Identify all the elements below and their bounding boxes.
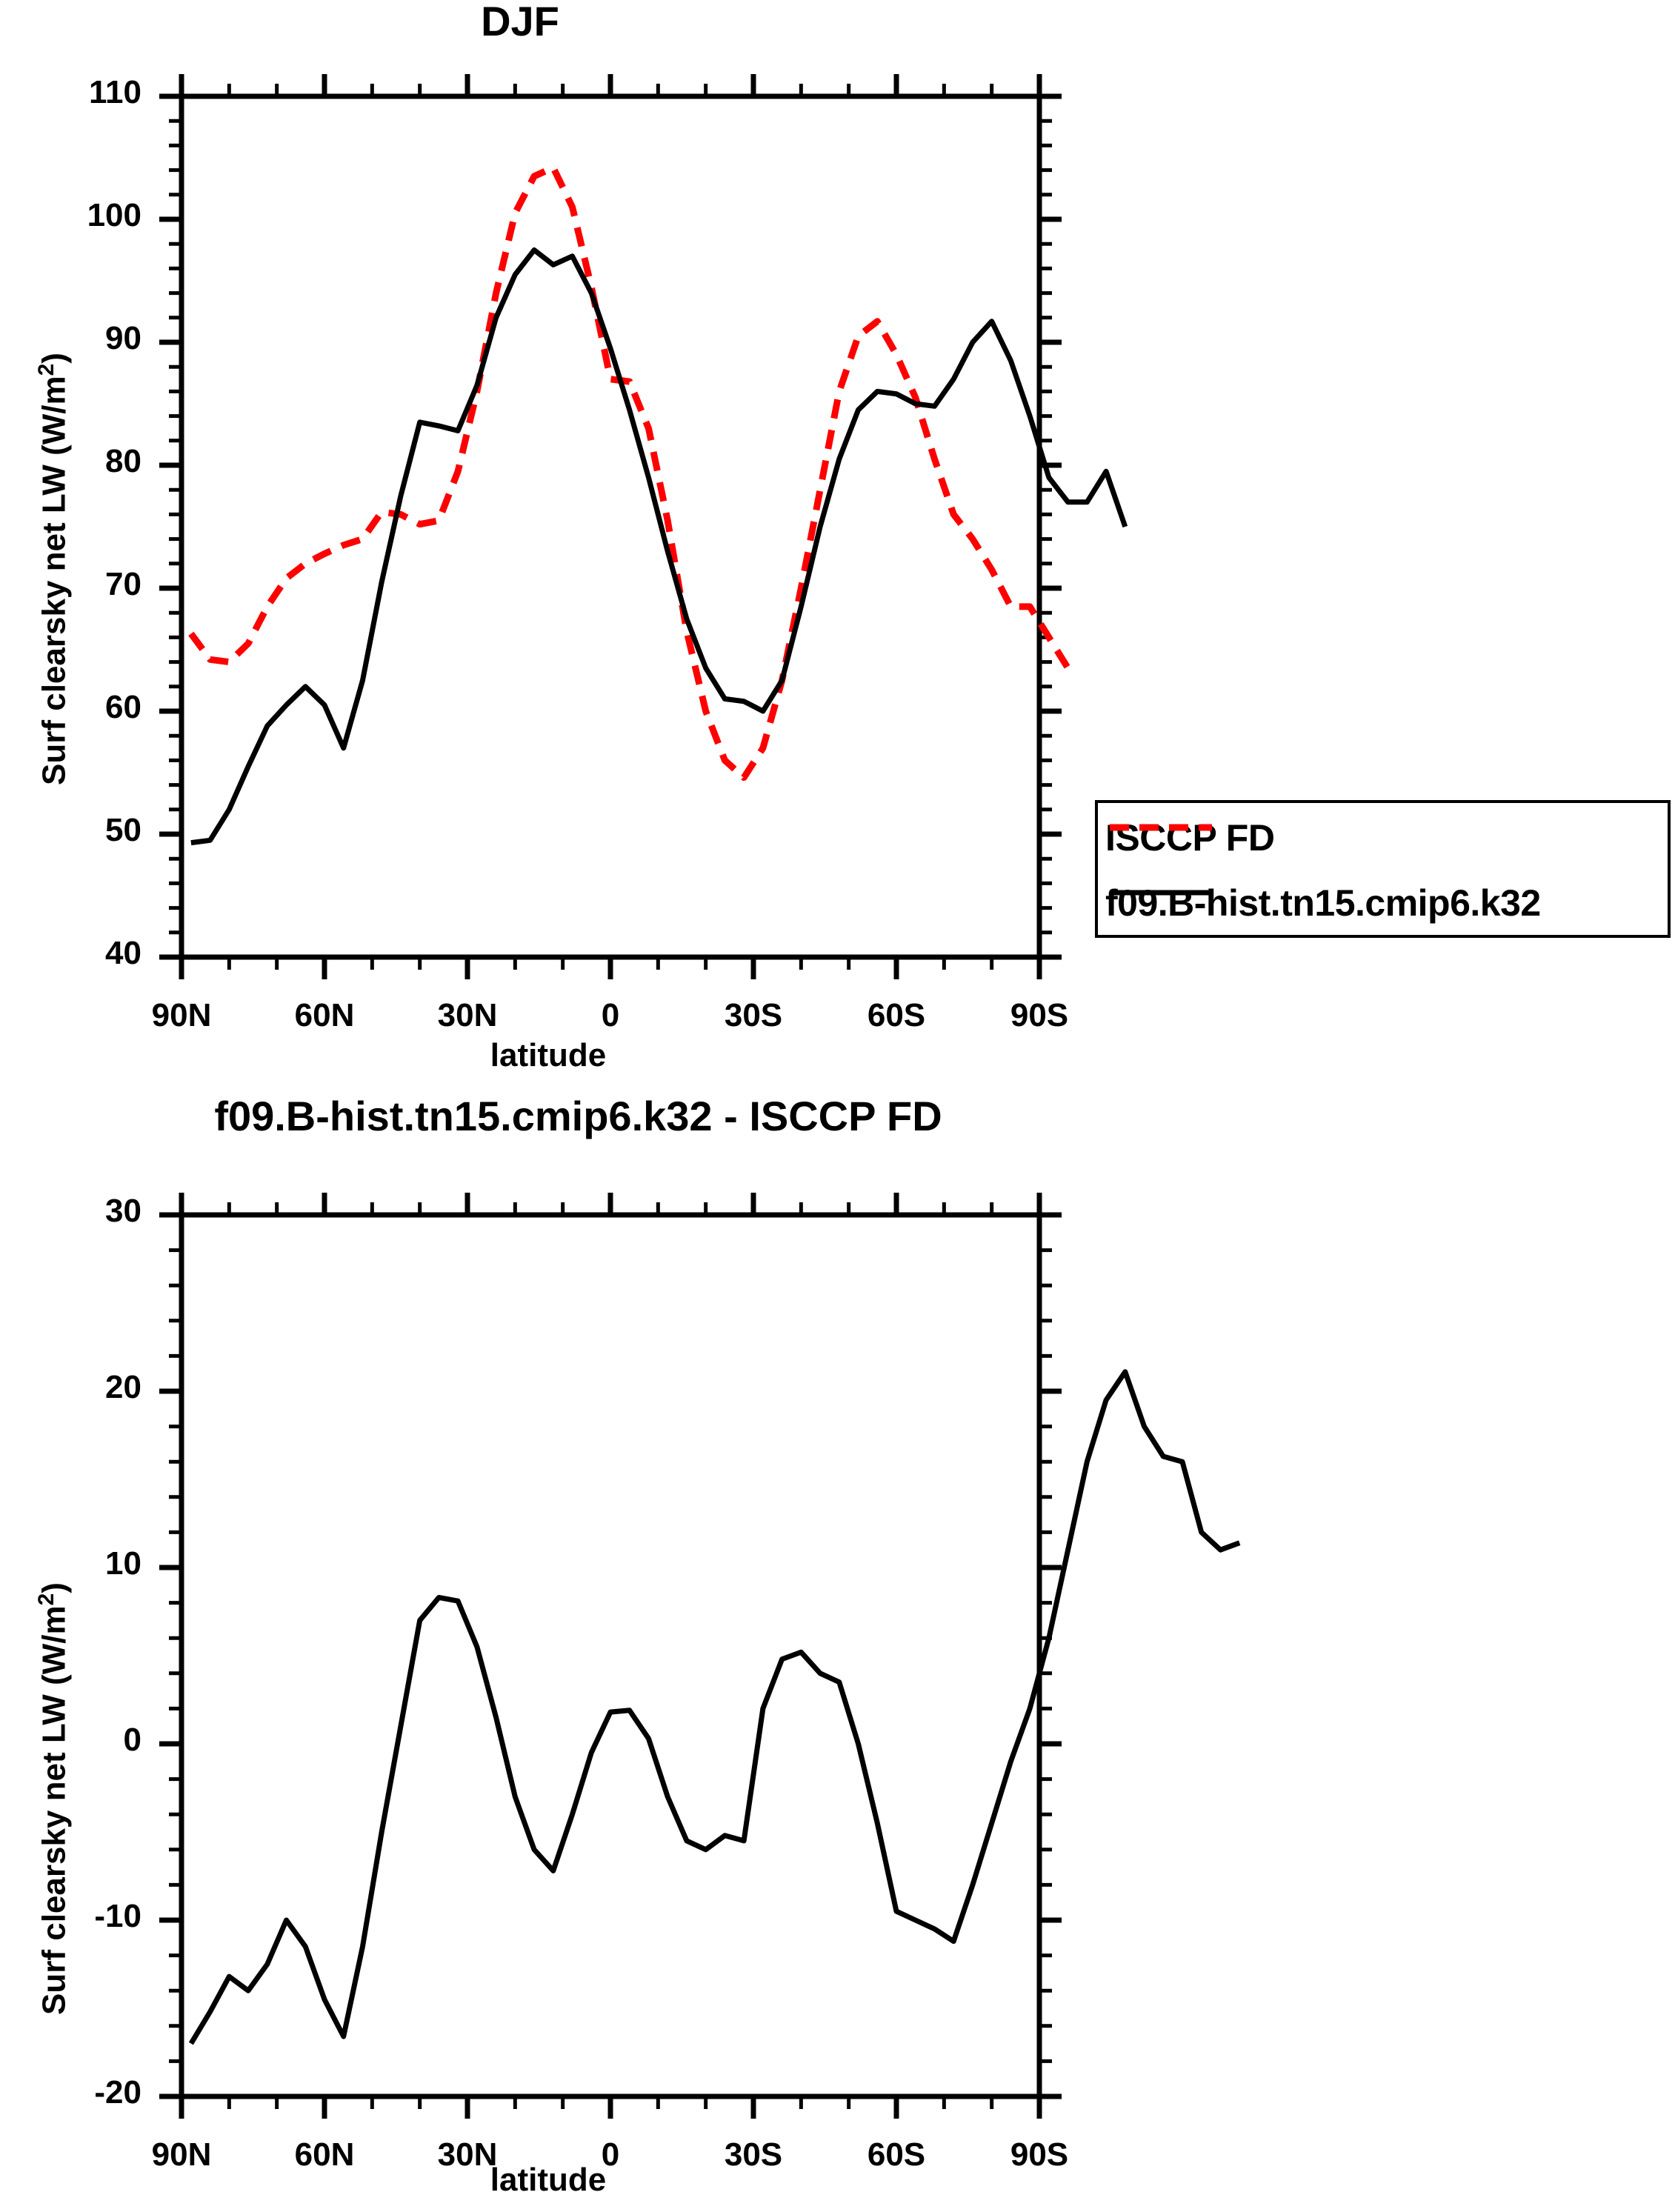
bottom-ytick-label: 20 [105, 1369, 141, 1405]
top-ytick-label: 90 [105, 320, 141, 356]
top-chart-title: DJF [481, 0, 559, 44]
top-series-isccp [188, 164, 1071, 782]
top-x-axis-label: latitude [490, 1037, 607, 1073]
bottom-chart-title: f09.B-hist.tn15.cmip6.k32 - ISCCP FD [0, 1092, 1675, 1140]
top-xtick-label: 90S [1010, 997, 1069, 1033]
legend-label-model: f09.B-hist.tn15.cmip6.k32 [1105, 882, 1541, 924]
bottom-chart-panel: Surf clearsky net LW (W/m2) latitude 30 2… [0, 1141, 1241, 2212]
top-xtick-label: 30N [437, 997, 498, 1033]
bottom-series-model [188, 1369, 1241, 2045]
bottom-chart-svg [159, 1193, 1241, 2119]
bottom-xtick-label: 90N [151, 2136, 212, 2173]
top-ytick-label: 50 [105, 812, 141, 848]
top-ytick-label: 70 [105, 566, 141, 602]
bottom-xtick-label: 30S [724, 2136, 783, 2173]
top-xtick-label: 90N [151, 997, 212, 1033]
top-xtick-label: 0 [601, 997, 620, 1033]
top-xtick-label: 30S [724, 997, 783, 1033]
legend-swatch-dashed-line [1110, 824, 1212, 831]
bottom-chart-title-text: f09.B-hist.tn15.cmip6.k32 - ISCCP FD [214, 1093, 942, 1139]
legend-label-isccp: ISCCP FD [1105, 817, 1275, 859]
bottom-xtick-label: 30N [437, 2136, 498, 2173]
top-ytick-label: 100 [87, 197, 141, 233]
bottom-xtick-label: 0 [601, 2136, 620, 2173]
legend-item-model[interactable]: f09.B-hist.tn15.cmip6.k32 [1105, 882, 1541, 925]
top-chart-panel: DJF Surf clearsky net LW (W/m2) latitude… [0, 0, 1128, 1089]
bottom-xtick-label: 60N [294, 2136, 355, 2173]
top-xtick-label: 60N [294, 997, 355, 1033]
top-xtick-label: 60S [867, 997, 926, 1033]
bottom-x-axis-label: latitude [490, 2162, 607, 2198]
bottom-ytick-label: 30 [105, 1193, 141, 1229]
bottom-ytick-label: 10 [105, 1545, 141, 1582]
top-ytick-label: 110 [89, 74, 141, 110]
bottom-ytick-label: -20 [94, 2074, 141, 2111]
top-ytick-label: 80 [105, 443, 141, 479]
legend: ISCCP FD f09.B-hist.tn15.cmip6.k32 [1095, 800, 1671, 938]
top-series-model [190, 247, 1128, 846]
top-ytick-label: 40 [105, 935, 141, 971]
top-chart-svg [159, 74, 1128, 979]
legend-item-isccp[interactable]: ISCCP FD [1105, 816, 1275, 859]
bottom-xtick-label: 60S [867, 2136, 926, 2173]
legend-swatch-solid-line [1110, 890, 1212, 896]
bottom-ytick-label: 0 [123, 1722, 141, 1758]
bottom-xtick-label: 90S [1010, 2136, 1069, 2173]
bottom-ytick-label: -10 [94, 1898, 141, 1934]
top-ytick-label: 60 [105, 689, 141, 725]
